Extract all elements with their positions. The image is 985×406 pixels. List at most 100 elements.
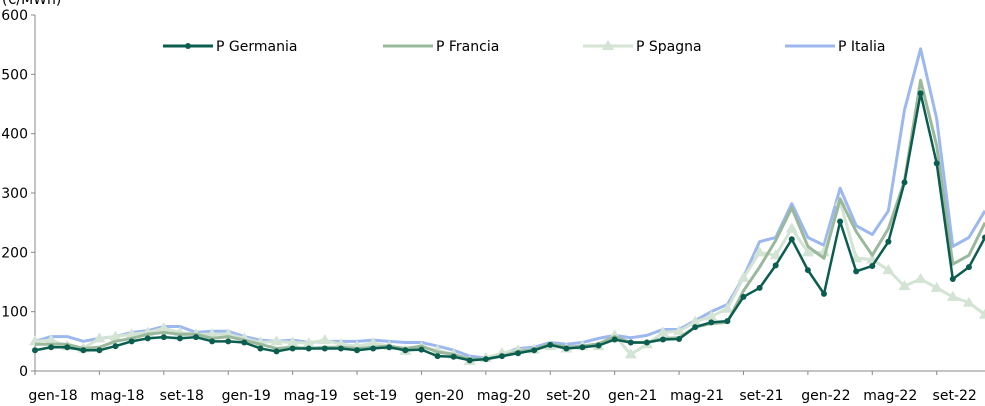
y-tick-label: 400	[1, 127, 28, 143]
point	[305, 345, 312, 352]
point	[450, 353, 457, 360]
point	[273, 348, 280, 355]
x-tick-label: gen-22	[801, 388, 850, 404]
point	[689, 315, 702, 326]
point	[157, 322, 170, 333]
legend-label: P Italia	[838, 39, 885, 55]
point	[676, 335, 683, 342]
point	[740, 293, 747, 300]
point	[289, 345, 296, 352]
point	[125, 328, 138, 339]
x-tick-label: set-22	[933, 388, 977, 404]
legend-label: P Francia	[436, 39, 499, 55]
point	[801, 246, 814, 257]
point	[949, 276, 956, 283]
point	[193, 334, 200, 341]
y-axis-label: (€/MWh)	[2, 0, 61, 8]
point	[785, 222, 798, 233]
point	[257, 345, 264, 352]
point	[772, 262, 779, 269]
x-tick-label: gen-18	[28, 388, 77, 404]
x-tick-label: mag-20	[477, 388, 531, 404]
point	[563, 345, 570, 352]
point	[724, 318, 731, 325]
point	[547, 341, 554, 348]
point	[820, 290, 827, 297]
point	[737, 271, 750, 282]
point	[302, 337, 315, 348]
point	[209, 338, 216, 345]
series-line	[35, 78, 985, 361]
point	[270, 335, 283, 346]
point	[337, 345, 344, 352]
point	[241, 339, 248, 346]
point	[206, 328, 219, 339]
point	[402, 347, 409, 354]
point	[32, 347, 38, 354]
point	[515, 350, 522, 357]
point	[753, 246, 766, 257]
point	[979, 308, 985, 319]
point	[917, 90, 924, 97]
x-tick-label: mag-21	[670, 388, 724, 404]
point	[705, 310, 718, 321]
point	[128, 338, 135, 345]
x-tick-label: gen-20	[415, 388, 464, 404]
point	[144, 335, 151, 342]
point	[286, 336, 299, 347]
point	[531, 347, 538, 354]
point	[176, 335, 183, 342]
point	[817, 246, 830, 257]
point	[643, 339, 650, 346]
point	[225, 338, 232, 345]
point	[721, 302, 734, 313]
point	[80, 347, 87, 354]
x-tick-label: set-18	[160, 388, 204, 404]
x-tick-label: mag-18	[90, 388, 144, 404]
point	[756, 284, 763, 291]
y-tick-label: 300	[1, 186, 28, 202]
point	[869, 262, 876, 269]
point	[109, 330, 122, 341]
point	[434, 353, 441, 360]
point	[367, 337, 380, 348]
x-tick-label: set-21	[739, 388, 783, 404]
y-tick-label: 500	[1, 67, 28, 83]
point	[466, 357, 473, 364]
point	[418, 346, 425, 353]
point	[962, 296, 975, 307]
point	[965, 264, 972, 271]
point	[885, 238, 892, 245]
y-tick-label: 100	[1, 305, 28, 321]
point	[901, 179, 908, 186]
point	[930, 281, 943, 292]
point	[933, 160, 940, 167]
point	[898, 280, 911, 291]
point	[611, 336, 618, 343]
point	[354, 347, 361, 354]
x-tick-label: set-19	[353, 388, 397, 404]
x-tick-label: gen-19	[222, 388, 271, 404]
point	[853, 268, 860, 275]
point	[64, 344, 71, 351]
x-tick-label: mag-22	[863, 388, 917, 404]
point	[48, 344, 55, 351]
point	[318, 334, 331, 345]
point	[804, 267, 811, 274]
point	[627, 339, 634, 346]
point	[656, 326, 669, 337]
x-tick-label: mag-19	[284, 388, 338, 404]
point	[692, 324, 699, 331]
point	[96, 347, 103, 354]
point	[769, 249, 782, 260]
point	[602, 40, 614, 50]
point	[673, 325, 686, 336]
point	[112, 343, 119, 350]
point	[45, 334, 58, 345]
series-line	[34, 92, 985, 362]
point	[708, 319, 715, 326]
point	[370, 345, 377, 352]
y-tick-label: 200	[1, 245, 28, 261]
x-tick-label: set-20	[546, 388, 590, 404]
